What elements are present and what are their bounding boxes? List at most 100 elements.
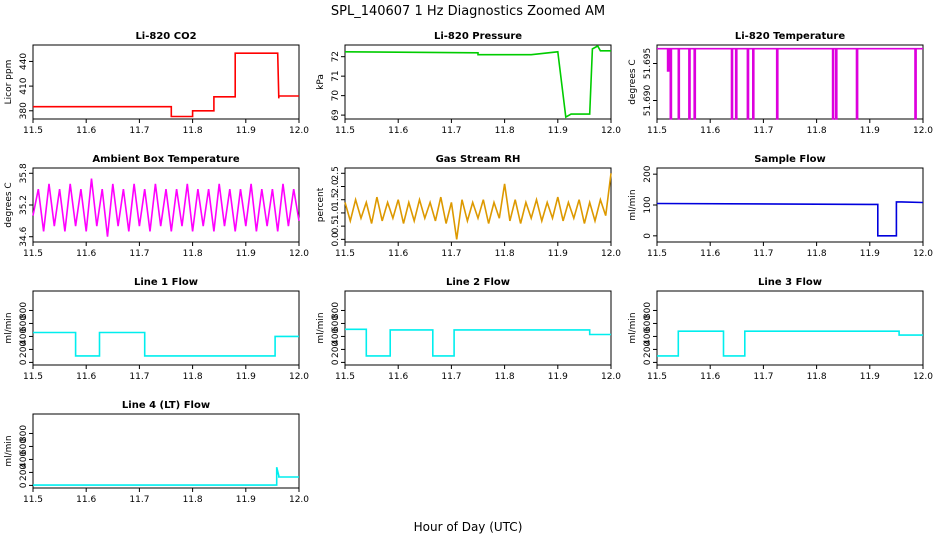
y-tick-label-7-2: 400 <box>19 328 29 345</box>
y-tick-label-6-1: 100 <box>643 196 653 213</box>
y-tick-label-10-1: 200 <box>19 464 29 481</box>
x-tick-label-2-1: 11.6 <box>388 126 408 136</box>
x-tick-label-6-2: 11.7 <box>753 249 773 259</box>
x-tick-label-1-3: 11.8 <box>183 126 203 136</box>
x-tick-label-8-1: 11.6 <box>388 372 408 382</box>
x-tick-label-3-5: 12.0 <box>913 126 933 136</box>
x-tick-label-8-4: 11.9 <box>548 372 568 382</box>
y-tick-label-7-0: 0 <box>19 359 29 365</box>
y-axis-label-10: ml/min <box>4 435 14 466</box>
y-tick-label-10-4: 800 <box>19 425 29 442</box>
x-tick-label-5-5: 12.0 <box>601 249 621 259</box>
x-tick-label-4-2: 11.7 <box>129 249 149 259</box>
chart-panel-2: Li-820 Pressure 11.5 11.6 11.7 11.8 11.9 12.0 6… <box>316 31 621 136</box>
x-tick-label-10-4: 11.9 <box>236 495 256 505</box>
series-line-4 <box>32 178 300 237</box>
x-tick-label-9-3: 11.8 <box>807 372 827 382</box>
series-line-10 <box>33 467 299 486</box>
x-tick-label-5-3: 11.8 <box>495 249 515 259</box>
x-tick-label-3-3: 11.8 <box>807 126 827 136</box>
x-tick-label-1-4: 11.9 <box>236 126 256 136</box>
chart-panel-10: Line 4 (LT) Flow 11.5 11.6 11.7 11.8 11.9 12.0… <box>4 400 309 505</box>
y-axis-label-7: ml/min <box>4 312 14 343</box>
x-tick-label-6-4: 11.9 <box>860 249 880 259</box>
x-tick-label-8-3: 11.8 <box>495 372 515 382</box>
y-tick-label-9-2: 400 <box>643 328 653 345</box>
y-tick-label-5-2: 1.0 <box>331 206 341 221</box>
chart-panel-3: Li-820 Temperature 11.5 11.6 11.7 11.8 11.9 12… <box>628 31 933 136</box>
x-tick-label-10-1: 11.6 <box>76 495 96 505</box>
chart-panel-5: Gas Stream RH 11.5 11.6 11.7 11.8 11.9 12.0 0.0… <box>316 154 621 259</box>
x-tick-label-7-5: 12.0 <box>289 372 309 382</box>
series-line-5 <box>344 173 612 240</box>
y-tick-label-2-1: 70 <box>331 90 341 102</box>
plot-frame-8 <box>344 290 612 366</box>
y-tick-label-2-3: 72 <box>331 51 341 62</box>
x-tick-label-4-4: 11.9 <box>236 249 256 259</box>
y-tick-label-7-4: 800 <box>19 302 29 319</box>
plot-frame-5 <box>344 167 612 243</box>
chart-panel-6: Sample Flow 11.5 11.6 11.7 11.8 11.9 12.0 0 100 2… <box>628 154 933 259</box>
y-axis-label-9: ml/min <box>628 312 638 343</box>
x-tick-label-7-0: 11.5 <box>23 372 43 382</box>
panel-title-8: Line 2 Flow <box>446 277 510 288</box>
x-tick-label-5-4: 11.9 <box>548 249 568 259</box>
y-axis-label-3: degrees C <box>628 59 638 104</box>
y-tick-label-1-1: 410 <box>19 77 29 94</box>
y-tick-label-5-1: 0.5 <box>331 219 341 233</box>
x-tick-label-10-2: 11.7 <box>129 495 149 505</box>
x-tick-label-9-0: 11.5 <box>647 372 667 382</box>
y-tick-label-8-4: 800 <box>331 302 341 319</box>
y-tick-label-9-1: 200 <box>643 341 653 358</box>
y-tick-label-4-1: 35.2 <box>19 195 29 215</box>
y-tick-label-10-2: 400 <box>19 451 29 468</box>
plot-frame-9 <box>656 290 924 366</box>
series-line-8 <box>345 328 611 357</box>
x-tick-label-7-2: 11.7 <box>129 372 149 382</box>
y-axis-label-1: Licor ppm <box>4 60 14 105</box>
x-tick-label-1-5: 12.0 <box>289 126 309 136</box>
series-line-9 <box>657 330 923 357</box>
y-axis-label-2: kPa <box>316 74 326 90</box>
figure-xlabel: Hour of Day (UTC) <box>414 520 523 534</box>
figure-title: SPL_140607 1 Hz Diagnostics Zoomed AM <box>331 4 605 19</box>
x-tick-label-9-5: 12.0 <box>913 372 933 382</box>
x-tick-label-5-1: 11.6 <box>388 249 408 259</box>
x-tick-label-1-0: 11.5 <box>23 126 43 136</box>
y-tick-label-8-0: 0 <box>331 359 341 365</box>
x-tick-label-8-0: 11.5 <box>335 372 355 382</box>
panel-title-10: Line 4 (LT) Flow <box>122 400 210 411</box>
plot-frame-3 <box>656 44 924 120</box>
x-tick-label-6-1: 11.6 <box>700 249 720 259</box>
y-tick-label-9-3: 600 <box>643 315 653 332</box>
chart-panel-4: Ambient Box Temperature 11.5 11.6 11.7 11.8 1… <box>4 154 309 259</box>
plot-frame-7 <box>32 290 300 366</box>
panel-title-6: Sample Flow <box>754 154 826 165</box>
y-tick-label-3-0: 51.690 <box>643 84 653 116</box>
y-tick-label-1-2: 440 <box>19 53 29 70</box>
panel-title-7: Line 1 Flow <box>134 277 198 288</box>
x-tick-label-3-0: 11.5 <box>647 126 667 136</box>
y-axis-label-4: degrees C <box>4 182 14 227</box>
x-tick-label-7-4: 11.9 <box>236 372 256 382</box>
x-tick-label-7-1: 11.6 <box>76 372 96 382</box>
x-tick-label-2-0: 11.5 <box>335 126 355 136</box>
x-tick-label-7-3: 11.8 <box>183 372 203 382</box>
y-tick-label-10-0: 0 <box>19 482 29 488</box>
y-tick-label-7-1: 200 <box>19 341 29 358</box>
y-tick-label-2-2: 71 <box>331 70 341 81</box>
x-tick-label-2-3: 11.8 <box>495 126 515 136</box>
x-tick-label-1-2: 11.7 <box>129 126 149 136</box>
x-tick-label-9-4: 11.9 <box>860 372 880 382</box>
chart-panel-1: Li-820 CO2 11.5 11.6 11.7 11.8 11.9 12.0 380 410… <box>4 31 309 136</box>
y-tick-label-8-2: 400 <box>331 328 341 345</box>
x-tick-label-8-5: 12.0 <box>601 372 621 382</box>
y-tick-label-3-1: 51.695 <box>643 48 653 80</box>
series-line-3 <box>657 47 923 120</box>
x-tick-label-3-1: 11.6 <box>700 126 720 136</box>
series-line-1 <box>33 52 299 118</box>
chart-panel-9: Line 3 Flow 11.5 11.6 11.7 11.8 11.9 12.0 02004… <box>628 277 933 382</box>
x-tick-label-3-4: 11.9 <box>860 126 880 136</box>
series-line-6 <box>656 201 924 237</box>
y-tick-label-6-0: 0 <box>643 233 653 239</box>
